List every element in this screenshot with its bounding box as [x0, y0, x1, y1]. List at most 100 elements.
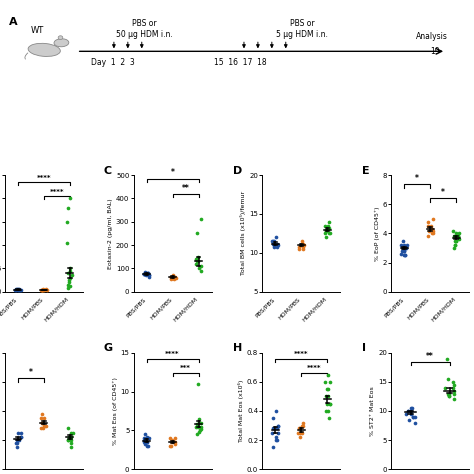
Point: [142, 268, 149, 276]
Point: [66, 433, 73, 441]
Text: 19: 19: [430, 47, 439, 56]
Point: [64, 425, 72, 432]
Text: PBS or
5 μg HDM i.n.: PBS or 5 μg HDM i.n.: [276, 18, 328, 38]
Point: [408, 410, 415, 418]
Point: [325, 371, 332, 378]
Point: [409, 413, 417, 420]
Point: [67, 433, 75, 441]
Point: [299, 240, 307, 247]
Point: [322, 407, 329, 415]
Point: [38, 286, 46, 293]
Point: [171, 275, 178, 283]
Point: [429, 227, 437, 234]
Point: [321, 229, 328, 237]
Point: [197, 419, 205, 427]
Point: [15, 437, 23, 444]
Text: **: **: [182, 183, 190, 192]
Y-axis label: Total BM cells (x10⁵)/femur: Total BM cells (x10⁵)/femur: [240, 191, 246, 275]
Point: [425, 227, 433, 234]
Point: [65, 276, 73, 284]
Point: [170, 274, 177, 282]
Point: [192, 423, 200, 430]
Point: [194, 423, 201, 430]
Point: [274, 429, 282, 437]
Point: [428, 225, 436, 233]
Text: *: *: [415, 174, 419, 183]
Point: [146, 272, 153, 279]
Point: [407, 407, 415, 415]
Point: [296, 425, 303, 432]
Point: [274, 422, 282, 429]
Point: [14, 429, 22, 437]
Point: [449, 384, 457, 392]
Point: [168, 438, 175, 446]
Point: [445, 390, 452, 397]
Point: [38, 286, 46, 294]
Point: [172, 434, 179, 442]
Point: [452, 229, 460, 237]
Point: [194, 380, 201, 388]
Point: [273, 243, 281, 250]
Point: [270, 243, 277, 250]
Point: [453, 237, 460, 245]
Point: [193, 420, 201, 428]
Point: [192, 260, 200, 267]
Point: [270, 414, 277, 422]
Point: [326, 400, 333, 408]
Point: [43, 286, 51, 294]
Point: [197, 425, 205, 433]
Point: [428, 229, 436, 237]
Text: H: H: [233, 343, 242, 354]
Point: [143, 438, 151, 446]
Text: Day  1  2  3: Day 1 2 3: [91, 58, 135, 67]
Point: [325, 414, 333, 422]
Point: [193, 257, 201, 265]
Point: [295, 245, 302, 253]
Point: [273, 437, 281, 444]
Point: [145, 269, 152, 277]
Point: [323, 234, 330, 241]
Point: [65, 279, 73, 286]
Point: [17, 286, 24, 293]
Point: [274, 241, 282, 249]
Point: [323, 400, 330, 408]
Point: [325, 407, 332, 415]
Point: [195, 415, 202, 422]
Point: [17, 433, 24, 441]
Point: [424, 233, 431, 240]
Point: [171, 438, 179, 446]
Point: [401, 252, 409, 259]
Point: [450, 395, 457, 403]
Point: [452, 233, 459, 240]
Point: [455, 229, 463, 237]
Point: [63, 239, 71, 246]
Point: [64, 437, 72, 444]
Point: [168, 436, 176, 444]
Point: [197, 216, 204, 223]
Point: [299, 419, 306, 427]
Point: [141, 430, 149, 438]
Point: [64, 437, 72, 444]
Point: [141, 441, 148, 448]
Point: [172, 441, 179, 448]
Point: [399, 244, 407, 252]
Point: [143, 442, 151, 450]
Point: [294, 429, 302, 437]
Text: D: D: [233, 166, 242, 176]
Point: [196, 427, 203, 434]
Point: [17, 429, 25, 437]
Point: [451, 237, 458, 245]
Text: C: C: [104, 166, 112, 176]
Point: [42, 285, 50, 293]
Point: [453, 237, 460, 245]
Point: [41, 422, 48, 429]
Point: [15, 286, 23, 293]
Point: [40, 286, 48, 294]
Point: [193, 229, 201, 237]
Point: [325, 222, 332, 229]
Point: [441, 384, 449, 392]
Point: [37, 414, 45, 422]
Point: [68, 272, 75, 279]
Point: [172, 274, 179, 282]
Point: [15, 285, 22, 293]
